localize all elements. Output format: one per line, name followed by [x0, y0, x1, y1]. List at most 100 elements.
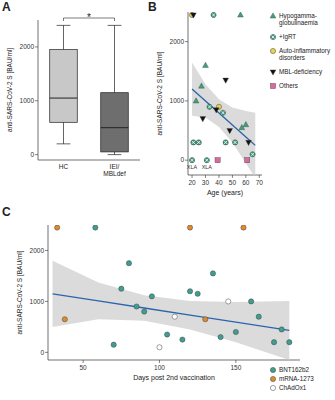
x-tick [205, 175, 206, 178]
y-tick [185, 160, 188, 161]
x-tick [245, 175, 246, 178]
point [187, 225, 192, 230]
x-tick [235, 360, 236, 363]
y-tick [185, 100, 188, 101]
upper-whisker [63, 25, 64, 49]
x-tick-label: 30 [202, 179, 210, 186]
marker-pattern [221, 111, 224, 114]
legend-marker [270, 385, 275, 390]
x-tick-label: 50 [229, 179, 237, 186]
legend-label: Hypogamma-globulinaemia [279, 12, 318, 27]
legend-marker [270, 367, 275, 372]
legend-label: BNT162b2 [279, 366, 310, 373]
marker-body [211, 12, 216, 17]
marker-pattern [224, 141, 227, 144]
lower-whisker [114, 152, 115, 155]
y-tick [35, 100, 38, 101]
box [101, 93, 129, 152]
marker-pattern [190, 159, 193, 162]
legend-label: ChAdOx1 [279, 384, 307, 391]
marker-pattern [197, 141, 200, 144]
panel-label: B [148, 0, 157, 14]
point [189, 158, 194, 163]
category-label: IEI/MBLdef [103, 163, 126, 177]
point [196, 140, 201, 145]
marker-body [250, 152, 255, 157]
plot-area [189, 12, 255, 175]
legend-marker [270, 376, 275, 381]
point [215, 158, 220, 163]
point [233, 329, 238, 334]
point [195, 291, 200, 296]
x-axis [48, 360, 300, 361]
marker-pattern [205, 159, 208, 162]
x-tick [259, 175, 260, 178]
upper-cap [108, 25, 122, 26]
lower-cap [108, 154, 122, 155]
point [227, 128, 233, 133]
y-axis [38, 20, 39, 160]
legend-marker [270, 83, 275, 88]
point [241, 225, 246, 230]
y-axis-title: anti-SARS-CoV-2 S [BAU/ml] [16, 250, 24, 334]
confidence-band [53, 261, 290, 360]
point [250, 152, 255, 157]
y-tick-label: 2000 [30, 247, 45, 254]
point [287, 340, 292, 345]
point [200, 117, 206, 122]
x-tick [192, 175, 193, 178]
x-axis-title: Days post 2nd vaccination [133, 374, 215, 382]
y-tick-label: 0 [180, 156, 184, 163]
point [191, 140, 196, 145]
marker-pattern [221, 111, 224, 114]
y-tick-label: 1000 [170, 97, 185, 104]
upper-cap [57, 25, 71, 26]
marker-body [196, 140, 201, 145]
y-tick-label: 1000 [30, 298, 45, 305]
point [55, 225, 60, 230]
marker-pattern [251, 153, 254, 156]
marker-pattern [192, 141, 195, 144]
y-tick-label: 2000 [20, 43, 35, 50]
marker-body [191, 140, 196, 145]
y-tick [45, 301, 48, 302]
point [243, 121, 249, 126]
marker-body [270, 34, 275, 39]
point [193, 98, 199, 103]
point [191, 13, 197, 18]
point [119, 286, 124, 291]
marker-pattern [208, 105, 211, 108]
x-tick-label: 100 [154, 364, 165, 371]
point [172, 314, 177, 319]
legend-label: MBL-deficiency [279, 68, 323, 76]
confidence-band [192, 62, 255, 175]
legend-label: mRNA-1273 [279, 375, 314, 382]
marker-body [220, 110, 225, 115]
point [245, 158, 250, 163]
point [126, 261, 131, 266]
marker-body [189, 158, 194, 163]
marker-pattern [224, 141, 227, 144]
point [223, 78, 229, 83]
annotation: XLA [202, 164, 213, 170]
y-tick-label: 1000 [20, 97, 35, 104]
x-tick-label: 60 [242, 179, 250, 186]
y-tick [35, 154, 38, 155]
marker-body [204, 158, 209, 163]
y-tick-label: 0 [30, 151, 34, 158]
lower-whisker [63, 122, 64, 144]
point [204, 158, 209, 163]
point [199, 83, 205, 88]
text-line: globulinaemia [279, 19, 318, 27]
significance-label: * [87, 12, 91, 23]
y-tick-label: 2000 [170, 38, 185, 45]
point [207, 104, 212, 109]
marker-pattern [271, 35, 274, 38]
point [223, 140, 228, 145]
marker-pattern [208, 105, 211, 108]
point [93, 225, 98, 230]
legend: Hypogamma-globulinaemia+IgRTAuto-inflamm… [270, 12, 331, 89]
point [271, 340, 276, 345]
y-tick-label: 0 [40, 349, 44, 356]
y-tick [35, 46, 38, 47]
